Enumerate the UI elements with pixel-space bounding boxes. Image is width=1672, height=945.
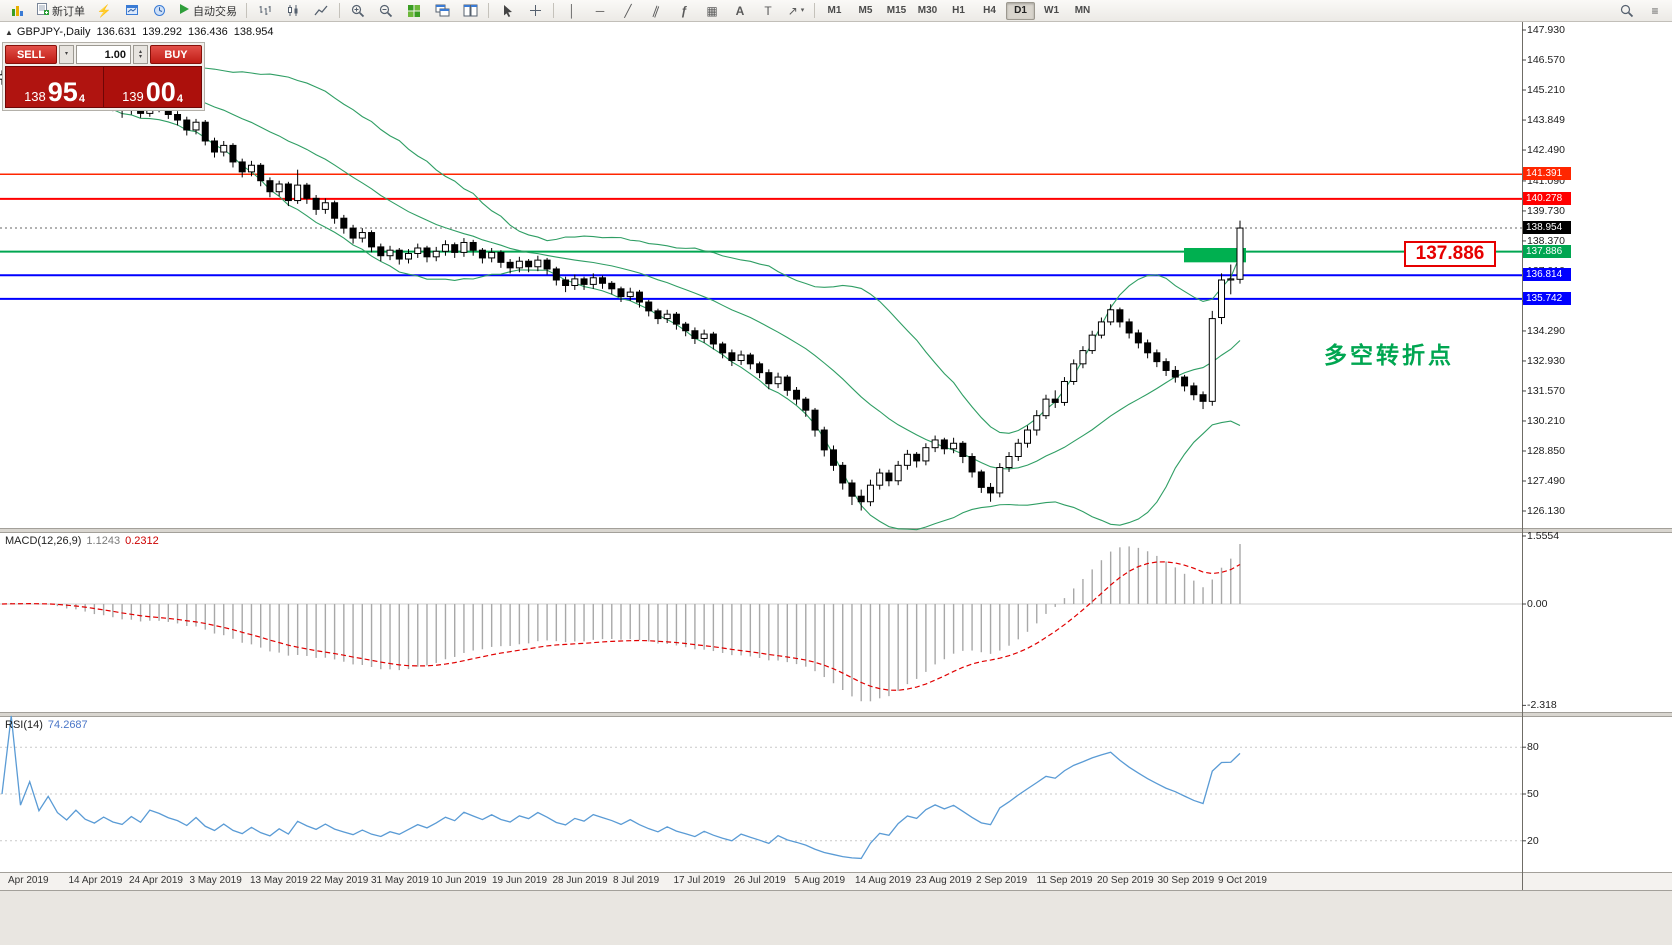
sell-price-display[interactable]: 138 95 4 [6, 67, 104, 107]
zoom-out-icon[interactable] [373, 1, 399, 21]
volume-input[interactable]: 1.00 [76, 45, 131, 64]
zoom-in-icon[interactable] [345, 1, 371, 21]
timeframe-m15[interactable]: M15 [886, 5, 907, 16]
one-click-trading-panel: SELL ▾ 1.00 ▴ ▾ BUY 138 95 4 139 00 4 [2, 42, 205, 111]
label-tool-icon[interactable]: T [764, 3, 772, 18]
search-icon[interactable] [1614, 1, 1640, 21]
buy-price-display[interactable]: 139 00 4 [104, 67, 201, 107]
horizontal-line-tool-icon[interactable]: ─ [595, 3, 605, 18]
ohlc-high: 139.292 [142, 26, 183, 38]
auto-trading-play-icon [179, 3, 190, 18]
new-order-label: 新订单 [52, 5, 85, 18]
chart-type-bars-icon[interactable] [252, 1, 278, 21]
macd-signal-value: 0.2312 [125, 535, 159, 547]
timeframe-h4[interactable]: H4 [983, 5, 996, 16]
rsi-value: 74.2687 [47, 719, 88, 731]
cursor-icon[interactable] [494, 1, 520, 21]
auto-trading-button[interactable]: 自动交易 [175, 1, 241, 21]
rsi-panel-header: RSI(14) 74.2687 [5, 719, 88, 731]
channel-tool-icon[interactable]: ∥ [650, 2, 662, 19]
cascade-windows-icon[interactable] [429, 1, 455, 21]
volume-spinner[interactable]: ▴ ▾ [133, 45, 148, 64]
market-watch-icon[interactable] [147, 1, 173, 21]
collapse-panel-icon[interactable]: ▲ [5, 28, 13, 37]
tile-windows-icon[interactable] [401, 1, 427, 21]
volume-dropdown-button[interactable]: ▾ [59, 45, 74, 64]
timeframe-d1[interactable]: D1 [1006, 1, 1035, 20]
shapes-tool-icon[interactable]: ▦ [706, 3, 718, 18]
chart-window-icon[interactable] [119, 1, 145, 21]
timeframe-w1[interactable]: W1 [1044, 5, 1059, 16]
timeframe-toolbar: M1 M5 M15 M30 H1 H4 D1 W1 MN [819, 1, 1098, 20]
timeframe-m30[interactable]: M30 [917, 5, 938, 16]
symbol-period-label: GBPJPY-,Daily [16, 26, 91, 38]
macd-value: 1.1243 [86, 535, 121, 547]
auto-trading-label: 自动交易 [193, 5, 237, 18]
ohlc-close: 138.954 [233, 26, 274, 38]
app-chart-icon [4, 1, 30, 21]
chart-type-candles-icon[interactable] [280, 1, 306, 21]
toolbar-menu-icon[interactable]: ≡ [1651, 3, 1659, 18]
arrange-windows-icon[interactable] [457, 1, 483, 21]
sell-button[interactable]: SELL [5, 45, 57, 64]
level-callout-label[interactable]: 137.886 [1404, 241, 1496, 267]
text-tool-icon[interactable]: A [735, 3, 745, 18]
ohlc-low: 136.436 [188, 26, 228, 38]
macd-panel-header: MACD(12,26,9) 1.1243 0.2312 [5, 535, 159, 547]
vertical-line-tool-icon[interactable]: │ [568, 3, 576, 18]
arrows-tool-icon[interactable]: ↗ ▾ [787, 3, 805, 18]
toolbar: 新订单 ⚡ 自动交易 [0, 0, 1672, 22]
trendline-tool-icon[interactable]: ╱ [624, 3, 632, 18]
fibonacci-tool-icon[interactable]: ƒ [680, 3, 688, 18]
ohlc-open: 136.631 [96, 26, 137, 38]
timeframe-m1[interactable]: M1 [827, 5, 842, 16]
macd-name: MACD(12,26,9) [5, 535, 82, 547]
timeframe-m5[interactable]: M5 [858, 5, 873, 16]
timeframe-h1[interactable]: H1 [952, 5, 965, 16]
new-order-button[interactable]: 新订单 [32, 1, 89, 21]
turning-point-annotation[interactable]: 多空转折点 [1324, 342, 1454, 368]
crosshair-icon[interactable] [522, 1, 548, 21]
buy-button[interactable]: BUY [150, 45, 202, 64]
rsi-name: RSI(14) [5, 719, 43, 731]
chart-header: ▲ GBPJPY-,Daily 136.631 139.292 136.436 138.9… [5, 26, 274, 38]
timeframe-mn[interactable]: MN [1074, 5, 1091, 16]
chart-type-line-icon[interactable] [308, 1, 334, 21]
new-order-icon [36, 2, 49, 19]
lightning-icon[interactable]: ⚡ [96, 3, 112, 18]
